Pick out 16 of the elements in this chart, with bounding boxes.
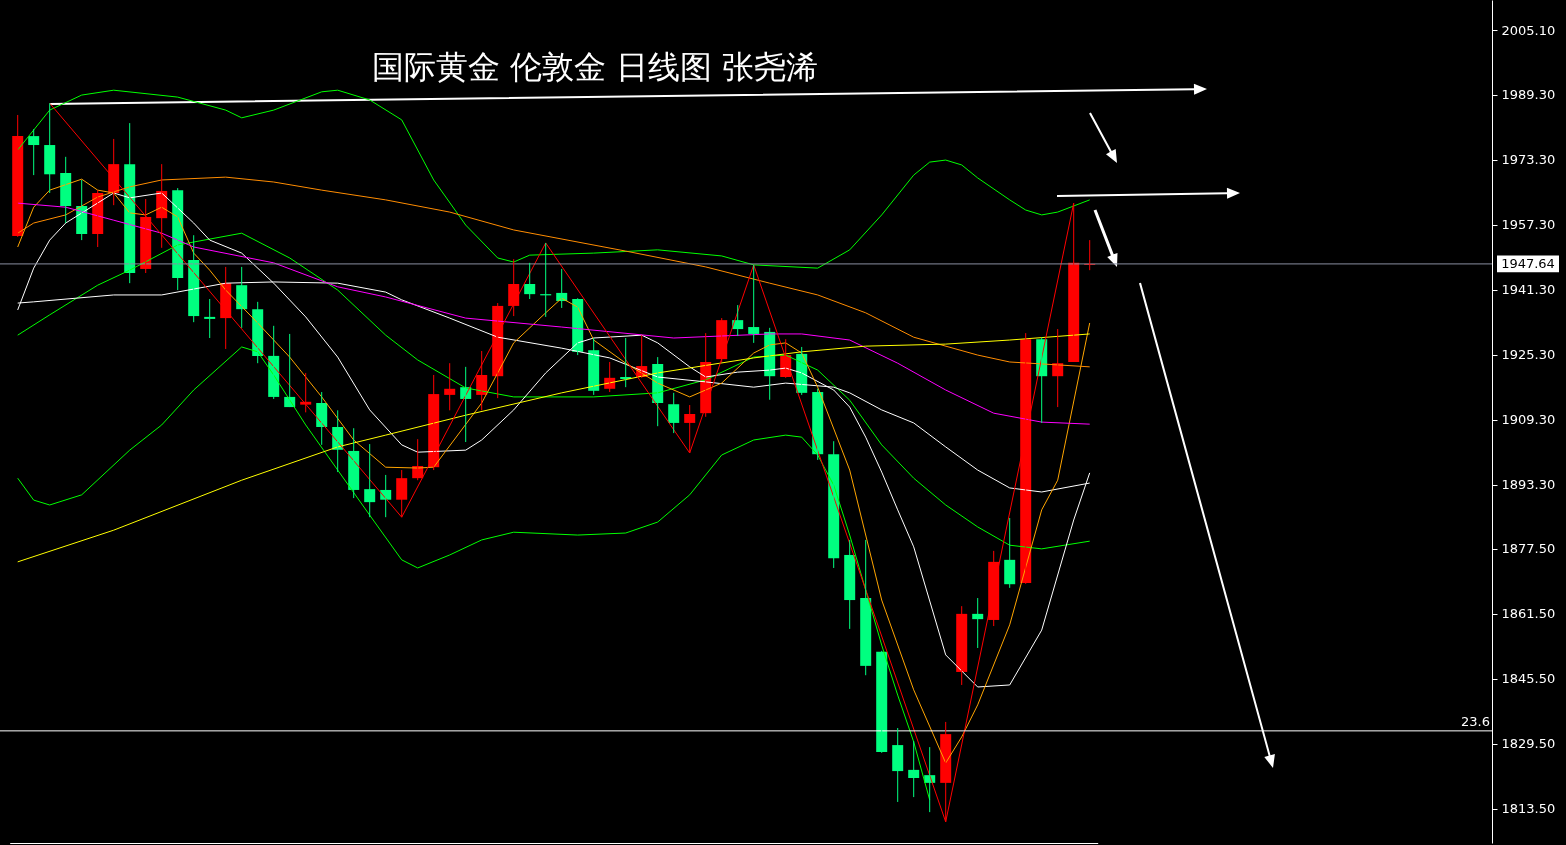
y-tick-label: 1941.30	[1501, 282, 1556, 298]
y-tick-label: 1813.50	[1501, 801, 1556, 817]
y-tick-label: 1861.50	[1501, 606, 1556, 622]
y-tick-label: 1989.30	[1501, 87, 1556, 103]
annotation: 23.6	[1461, 713, 1490, 729]
y-tick-label: 1957.30	[1501, 217, 1556, 233]
text: 国际黄金 伦敦金 日线图 张尧浠	[371, 48, 819, 86]
ref-line-label: 1947.64	[1501, 255, 1555, 271]
y-tick-label: 1973.30	[1501, 152, 1556, 168]
y-tick-label: 1829.50	[1501, 736, 1556, 752]
y-tick-label: 1845.50	[1501, 671, 1556, 687]
y-tick-label: 1893.30	[1501, 477, 1556, 493]
y-tick-label: 1877.50	[1501, 541, 1556, 557]
y-tick-label: 1925.30	[1501, 347, 1556, 363]
y-tick-label: 2005.10	[1501, 22, 1556, 38]
y-tick-label: 1909.30	[1501, 412, 1556, 428]
